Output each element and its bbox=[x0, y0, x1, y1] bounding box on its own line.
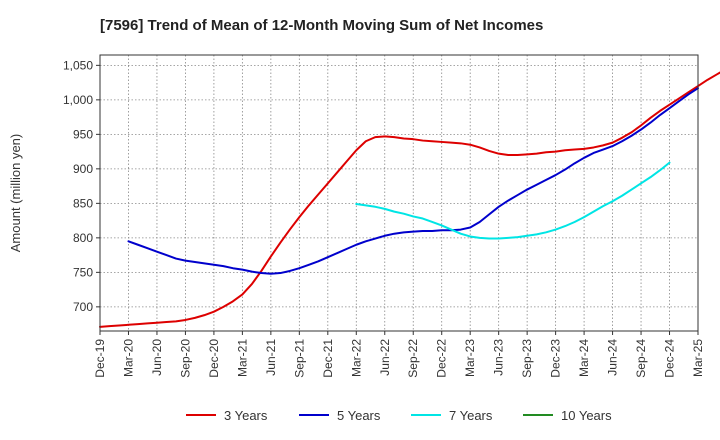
x-tick-label: Mar-25 bbox=[691, 339, 705, 377]
series-line-5-years bbox=[127, 87, 699, 275]
y-tick-label: 900 bbox=[73, 162, 93, 176]
series-line-3-years bbox=[99, 71, 720, 328]
legend-label: 7 Years bbox=[449, 408, 493, 423]
y-tick-label: 950 bbox=[73, 127, 93, 141]
legend-label: 10 Years bbox=[561, 408, 612, 423]
y-axis-ticks: 700 750 800 850 900 950 1,000 1,050 bbox=[63, 58, 100, 314]
y-tick-label: 700 bbox=[73, 300, 93, 314]
x-tick-label: Jun-22 bbox=[378, 339, 392, 376]
plot-frame bbox=[99, 54, 699, 332]
x-tick-label: Jun-24 bbox=[606, 339, 620, 376]
x-tick-label: Jun-21 bbox=[264, 339, 278, 376]
x-tick-label: Mar-21 bbox=[235, 339, 249, 377]
x-tick-label: Jun-23 bbox=[492, 339, 506, 376]
x-tick-label: Dec-21 bbox=[321, 339, 335, 378]
x-tick-label: Sep-21 bbox=[292, 339, 306, 378]
x-tick-label: Mar-23 bbox=[463, 339, 477, 377]
legend-label: 5 Years bbox=[337, 408, 381, 423]
y-tick-label: 800 bbox=[73, 231, 93, 245]
chart-title: [7596] Trend of Mean of 12-Month Moving … bbox=[100, 17, 543, 34]
y-tick-label: 1,050 bbox=[63, 58, 93, 72]
x-tick-label: Jun-20 bbox=[150, 339, 164, 376]
y-axis-label: Amount (million yen) bbox=[8, 134, 23, 253]
x-tick-label: Mar-24 bbox=[577, 339, 591, 377]
series-lines bbox=[99, 71, 720, 328]
legend: 3 Years 5 Years 7 Years 10 Years bbox=[186, 408, 612, 423]
x-tick-label: Dec-22 bbox=[435, 339, 449, 378]
x-tick-label: Mar-20 bbox=[121, 339, 135, 377]
x-tick-label: Sep-20 bbox=[178, 339, 192, 378]
x-tick-label: Mar-22 bbox=[349, 339, 363, 377]
x-tick-label: Dec-20 bbox=[207, 339, 221, 378]
series-line-7-years bbox=[355, 161, 671, 240]
x-tick-label: Sep-22 bbox=[406, 339, 420, 378]
y-tick-label: 750 bbox=[73, 265, 93, 279]
x-tick-label: Dec-24 bbox=[663, 339, 677, 378]
grid bbox=[100, 55, 698, 331]
y-tick-label: 850 bbox=[73, 196, 93, 210]
y-tick-label: 1,000 bbox=[63, 93, 93, 107]
x-tick-label: Dec-23 bbox=[549, 339, 563, 378]
x-axis-ticks: Dec-19 Mar-20 Jun-20 Sep-20 Dec-20 Mar-21 Jun-… bbox=[93, 331, 705, 378]
legend-label: 3 Years bbox=[224, 408, 268, 423]
x-tick-label: Sep-24 bbox=[634, 339, 648, 378]
x-tick-label: Dec-19 bbox=[93, 339, 107, 378]
x-tick-label: Sep-23 bbox=[520, 339, 534, 378]
